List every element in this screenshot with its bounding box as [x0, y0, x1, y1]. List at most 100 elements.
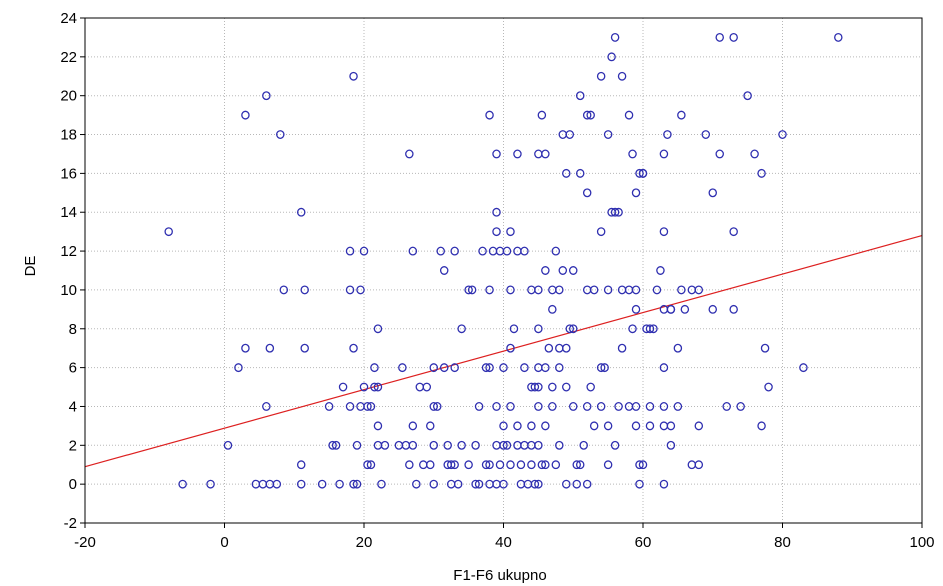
- data-point: [328, 440, 337, 450]
- data-point: [359, 382, 369, 392]
- data-point: [677, 110, 686, 120]
- data-point: [729, 32, 738, 42]
- x-axis-label: F1-F6 ukupno: [453, 567, 546, 584]
- data-point: [555, 343, 564, 353]
- data-point: [757, 168, 766, 178]
- data-point: [530, 382, 540, 392]
- data-point: [558, 266, 568, 275]
- data-point: [541, 149, 550, 159]
- data-point: [534, 382, 543, 392]
- data-point: [638, 168, 648, 178]
- data-point: [582, 402, 592, 411]
- data-point: [659, 421, 669, 431]
- data-point: [589, 285, 599, 295]
- data-point: [345, 402, 355, 411]
- data-point: [575, 91, 585, 101]
- data-point: [687, 460, 697, 470]
- data-point: [534, 324, 543, 334]
- data-point: [589, 421, 599, 431]
- data-point: [506, 227, 515, 237]
- data-point: [572, 460, 581, 470]
- data-point: [241, 343, 250, 353]
- data-point: [635, 479, 644, 489]
- data-point: [656, 266, 665, 275]
- data-point: [666, 304, 676, 314]
- data-point: [729, 304, 738, 314]
- data-point: [534, 440, 543, 450]
- data-point: [582, 188, 592, 198]
- data-point: [439, 266, 449, 275]
- data-point: [300, 285, 309, 295]
- x-tick-label: 0: [220, 534, 228, 551]
- data-point: [757, 421, 766, 431]
- data-point: [370, 382, 379, 392]
- data-point: [363, 402, 372, 411]
- data-point: [736, 402, 745, 411]
- data-point: [586, 110, 595, 120]
- data-point: [296, 479, 306, 489]
- data-point: [694, 460, 704, 470]
- data-point: [659, 479, 669, 489]
- data-point: [453, 479, 463, 489]
- data-point: [659, 402, 669, 411]
- data-point: [513, 421, 522, 431]
- data-point: [596, 402, 606, 411]
- data-point: [471, 440, 480, 450]
- data-point: [572, 479, 581, 489]
- data-point: [666, 440, 676, 450]
- data-point: [262, 402, 271, 411]
- data-point: [429, 440, 438, 450]
- data-point: [338, 382, 348, 392]
- data-point: [467, 285, 477, 295]
- data-point: [694, 421, 704, 431]
- data-point: [544, 343, 554, 353]
- data-point: [541, 363, 550, 373]
- data-point: [631, 304, 641, 314]
- data-point: [569, 266, 578, 275]
- data-point: [596, 363, 606, 373]
- data-point: [799, 363, 808, 373]
- data-point: [596, 71, 606, 81]
- data-point: [398, 363, 407, 373]
- data-point: [359, 246, 369, 256]
- data-point: [628, 324, 637, 334]
- data-point: [471, 479, 480, 489]
- data-point: [628, 149, 637, 159]
- data-point: [722, 402, 731, 411]
- y-tick-label: 18: [60, 127, 77, 144]
- data-point: [352, 440, 362, 450]
- data-point: [575, 460, 585, 470]
- data-point: [596, 227, 606, 237]
- x-tick-label: 80: [774, 534, 791, 551]
- data-point: [715, 149, 724, 159]
- data-point: [450, 246, 459, 256]
- data-point: [426, 460, 435, 470]
- data-point: [659, 363, 669, 373]
- data-point: [562, 479, 571, 489]
- data-point: [527, 421, 536, 431]
- data-point: [206, 479, 215, 489]
- data-point: [663, 130, 672, 139]
- data-point: [377, 479, 386, 489]
- data-point: [352, 479, 362, 489]
- data-point: [492, 207, 501, 217]
- data-point: [743, 91, 752, 101]
- data-point: [502, 440, 512, 450]
- data-point: [485, 285, 494, 295]
- data-point: [296, 207, 306, 217]
- data-point: [481, 460, 491, 470]
- data-point: [373, 382, 383, 392]
- data-point: [548, 402, 557, 411]
- data-point: [778, 130, 787, 139]
- data-point: [506, 402, 515, 411]
- data-point: [366, 402, 376, 411]
- data-point: [324, 402, 334, 411]
- y-tick-label: 4: [69, 398, 77, 415]
- data-point: [265, 479, 275, 489]
- data-point: [555, 363, 564, 373]
- data-point: [345, 285, 355, 295]
- x-tick-label: 40: [495, 534, 512, 551]
- data-point: [764, 382, 773, 392]
- data-point: [645, 421, 655, 431]
